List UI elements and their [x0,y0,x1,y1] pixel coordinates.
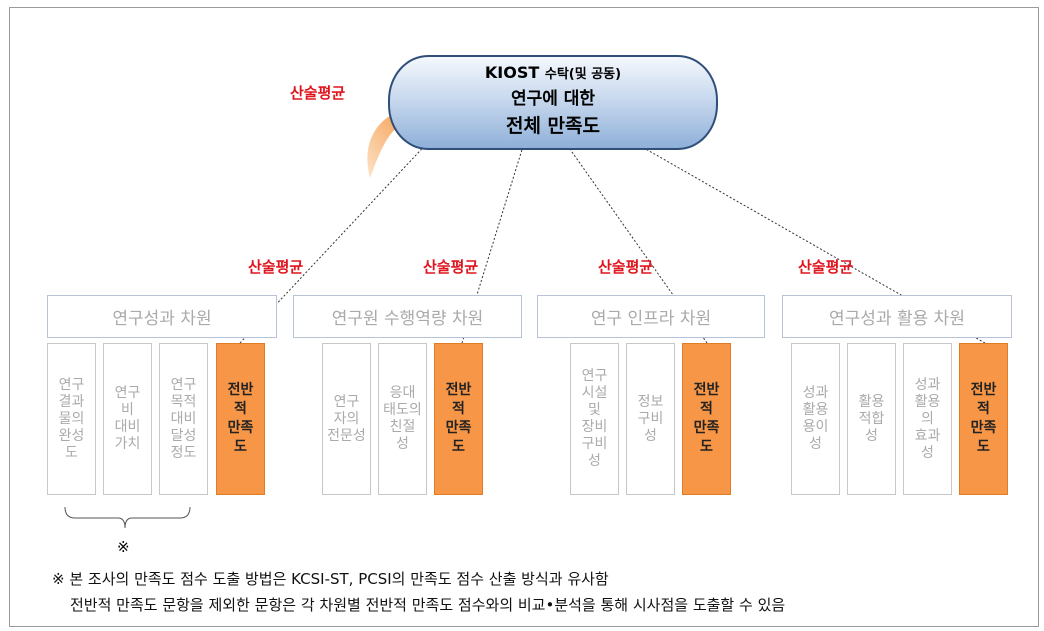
item-line: 전반 [693,382,720,398]
item-line: 성 [865,427,878,444]
item-line: 연구 [114,385,141,401]
item-line: 만족 [445,420,472,436]
item: 활용 적합 성 [847,343,896,495]
item-line: 만족 [227,420,254,436]
item-line: 적 [977,401,990,417]
item-line: 연구 [58,376,85,393]
item-line: 전문성 [327,427,366,444]
item: 정보 구비 성 [626,343,675,495]
item-line: 비 [121,402,134,418]
item-line: 전반 [970,382,997,398]
item-line: 만족 [970,420,997,436]
item-line: 성과 [914,376,941,393]
item: 성과 활용 의 효과 성 [903,343,952,495]
item-line: 친절 [389,419,416,435]
frame [9,7,1039,627]
item: 성과 활용 용이 성 [791,343,840,495]
item: 연구 결과 물의 완성 도 [47,343,96,495]
item-line: 성 [588,453,601,469]
item-line: 활용 [858,393,885,410]
item-line: 도 [234,439,247,455]
item-line: 구비 [581,436,608,452]
item: 연구 목적 대비 달성 정도 [159,343,208,495]
dimension-title: 연구원 수행역량 차원 [293,295,522,338]
item-line: 성 [809,436,822,452]
item-line: 도 [452,439,465,455]
avg-label: 산술평균 [423,258,479,276]
item-line: 자의 [333,410,360,427]
item-line: 가치 [114,436,141,452]
item-line: 물의 [58,410,85,427]
item: 연구 자의 전문성 [322,343,371,495]
top-line2: 연구에 대한 [510,89,596,109]
item-line: 적 [234,401,247,417]
item-line: 활용 [802,402,829,418]
item-line: 결과 [58,393,85,410]
item: 연구 시설 및 장비 구비 성 [570,343,619,495]
item-line: 전반 [445,382,472,398]
item-line: 용이 [802,419,829,435]
top-node: KIOST 수탁(및 공동) 연구에 대한 전체 만족도 [388,55,718,150]
item-line: 성과 [802,385,829,401]
item: 연구 비 대비 가치 [103,343,152,495]
dimension-title: 연구 인프라 차원 [537,295,765,338]
item-line: 적합 [858,410,885,427]
item-line: 연구 [581,368,608,384]
item-line: 활용 [914,393,941,410]
item-line: 정도 [170,444,197,461]
bracket [64,506,191,529]
top-avg-label: 산술평균 [290,84,346,102]
item-line: 효과 [914,427,941,444]
item-line: 성 [644,427,657,444]
avg-label: 산술평균 [248,258,304,276]
item-line: 도 [65,444,78,461]
item-line: 장비 [581,419,608,435]
item-line: 달성 [170,427,197,444]
item-line: 성 [921,444,934,461]
note: 전반적 만족도 문항을 제외한 문항은 각 차원별 전반적 만족도 점수와의 비… [70,596,786,614]
item-line: 목적 [170,393,197,410]
top-line1-main: KIOST [484,63,540,82]
item-line: 의 [921,410,934,427]
item-line: 대비 [114,419,141,435]
item-line: 완성 [58,427,85,444]
item-line: 응대 [389,385,416,401]
item-line: 적 [452,401,465,417]
item-line: 전반 [227,382,254,398]
bracket-mark: ※ [117,538,130,556]
top-line1-sub: 수탁(및 공동) [544,67,622,82]
avg-label: 산술평균 [798,258,854,276]
item-line: 도 [700,439,713,455]
item-line: 태도의 [383,402,422,418]
item-line: 연구 [170,376,197,393]
item-line: 연구 [333,393,360,410]
note: ※ 본 조사의 만족도 점수 도출 방법은 KCSI-ST, PCSI의 만족도… [52,570,609,588]
item-line: 정보 [637,393,664,410]
item: 응대 태도의 친절 성 [378,343,427,495]
item-line: 만족 [693,420,720,436]
item-line: 성 [396,436,409,452]
item-line: 도 [977,439,990,455]
item-line: 및 [588,402,601,418]
avg-label: 산술평균 [598,258,654,276]
dimension-title: 연구성과 활용 차원 [782,295,1012,338]
dimension-title: 연구성과 차원 [47,295,277,338]
top-line3: 전체 만족도 [505,115,600,137]
item-line: 구비 [637,410,664,427]
item-line: 적 [700,401,713,417]
item-line: 시설 [581,385,608,401]
item-line: 대비 [170,410,197,427]
